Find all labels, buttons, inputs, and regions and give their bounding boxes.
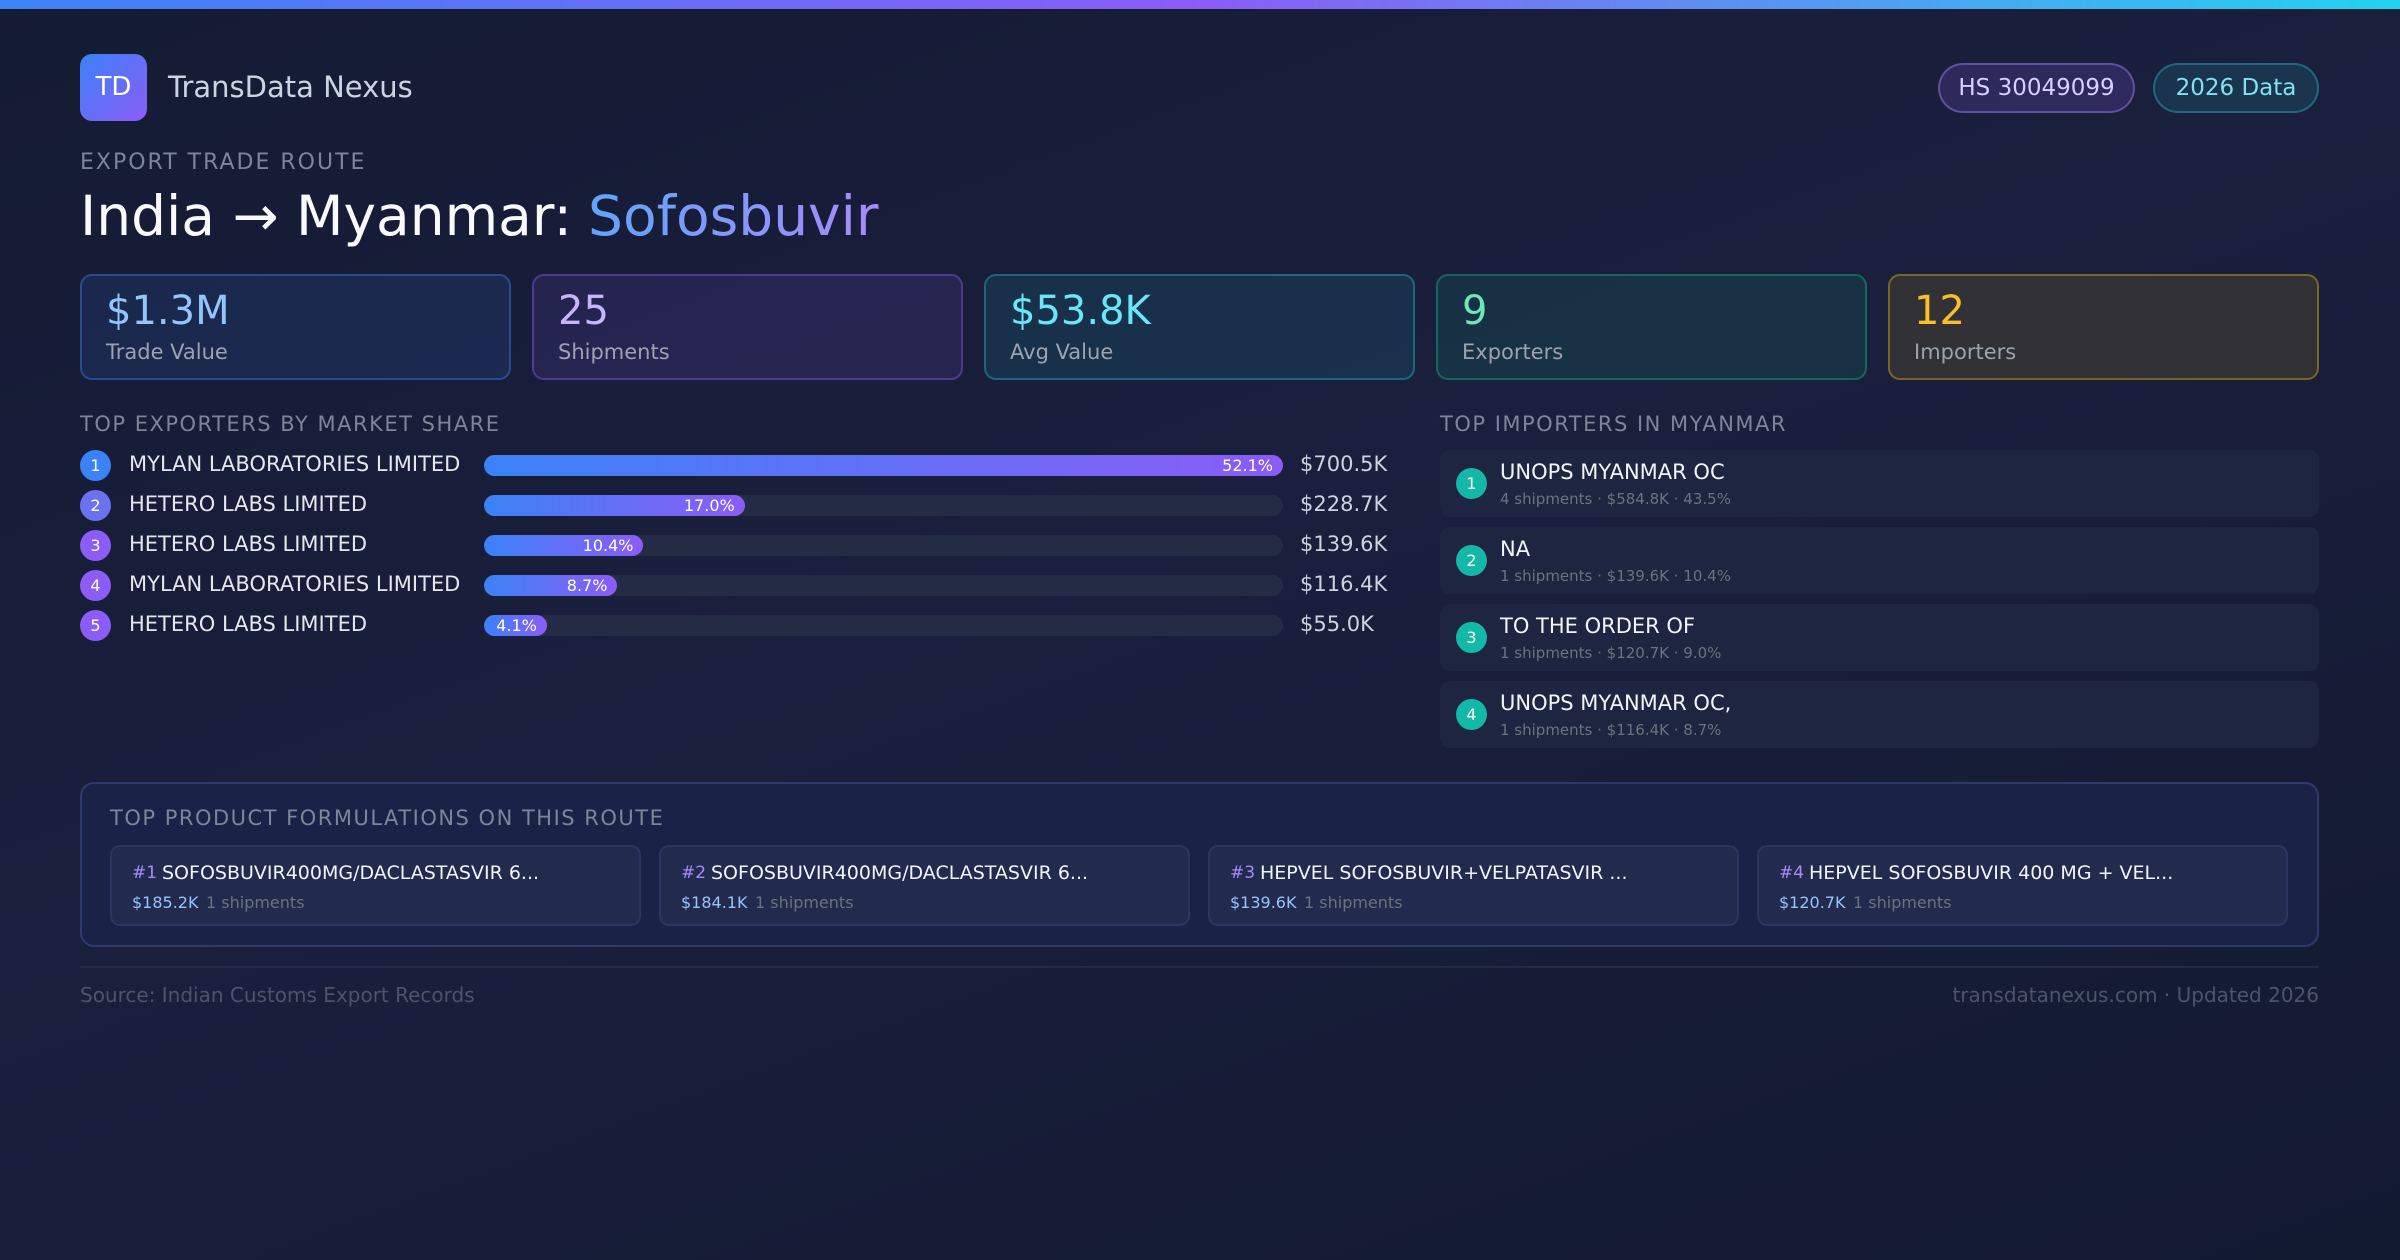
product-shipments: 1 shipments [755, 893, 854, 912]
stat-value: $1.3M [106, 288, 230, 334]
badge: 2026 Data [2153, 63, 2319, 113]
bar: 52.1% [484, 455, 1283, 476]
exporter-value: $116.4K [1300, 572, 1388, 596]
rank-badge: 3 [1456, 622, 1487, 653]
product-value: $184.1K [681, 893, 748, 912]
title: India → Myanmar: Sofosbuvir [80, 184, 879, 248]
product-shipments: 1 shipments [1304, 893, 1403, 912]
importer-name: TO THE ORDER OF [1500, 614, 1696, 638]
importer-name: NA [1500, 537, 1531, 561]
product-name: SOFOSBUVIR400MG/DACLASTASVIR 6... [711, 862, 1089, 884]
bar: 4.1% [484, 615, 547, 636]
product-value: $185.2K [132, 893, 199, 912]
rank-badge: 2 [80, 490, 111, 521]
product-card: #4 HEPVEL SOFOSBUVIR 400 MG + VEL... $120.… [1757, 845, 2288, 926]
exporter-name: MYLAN LABORATORIES LIMITED [129, 452, 461, 476]
product-name: HEPVEL SOFOSBUVIR+VELPATASVIR ... [1260, 862, 1628, 884]
stat-card: 25 Shipments [532, 274, 963, 380]
stat-card: 9 Exporters [1436, 274, 1867, 380]
stat-value: 12 [1914, 288, 1965, 334]
brand: TransData Nexus [168, 70, 413, 104]
importer-detail: 1 shipments · $116.4K · 8.7% [1500, 721, 1722, 739]
bar-track [484, 575, 1283, 596]
rank-badge: 1 [1456, 468, 1487, 499]
exporter-value: $55.0K [1300, 612, 1374, 636]
stat-label: Exporters [1462, 340, 1564, 364]
bar-label: 8.7% [566, 576, 608, 595]
product-name: HEPVEL SOFOSBUVIR 400 MG + VEL... [1809, 862, 2174, 884]
product-shipments: 1 shipments [1853, 893, 1952, 912]
importer-name: UNOPS MYANMAR OC, [1500, 691, 1732, 715]
product-rank: #2 [681, 863, 707, 883]
product-name: SOFOSBUVIR400MG/DACLASTASVIR 6... [162, 862, 540, 884]
importer-detail: 1 shipments · $139.6K · 10.4% [1500, 567, 1731, 585]
divider [80, 966, 2319, 968]
stat-label: Importers [1914, 340, 2017, 364]
stat-value: 25 [558, 288, 609, 334]
exporter-value: $228.7K [1300, 492, 1388, 516]
importer-detail: 1 shipments · $120.7K · 9.0% [1500, 644, 1722, 662]
product-shipments: 1 shipments [206, 893, 305, 912]
bar: 10.4% [484, 535, 644, 556]
product-rank: #1 [132, 863, 158, 883]
bar-track [484, 535, 1283, 556]
exporter-name: HETERO LABS LIMITED [129, 532, 368, 556]
rank-badge: 4 [80, 570, 111, 601]
stat-label: Shipments [558, 340, 670, 364]
bar-label: 17.0% [683, 496, 735, 515]
importer-card: 3 TO THE ORDER OF 1 shipments · $120.7K · … [1440, 604, 2319, 671]
products-panel: TOP PRODUCT FORMULATIONS ON THIS ROUTE #1… [80, 782, 2319, 947]
importer-card: 1 UNOPS MYANMAR OC 4 shipments · $584.8K ·… [1440, 450, 2319, 517]
badge: HS 30049099 [1938, 63, 2135, 113]
stat-card: $53.8K Avg Value [984, 274, 1415, 380]
section-title: TOP PRODUCT FORMULATIONS ON THIS ROUTE [110, 806, 665, 830]
exporter-name: HETERO LABS LIMITED [129, 612, 368, 636]
bar-track [484, 615, 1283, 636]
title-highlight: Sofosbuvir [588, 184, 879, 248]
exporter-name: HETERO LABS LIMITED [129, 492, 368, 516]
exporter-name: MYLAN LABORATORIES LIMITED [129, 572, 461, 596]
bar: 17.0% [484, 495, 745, 516]
product-card: #3 HEPVEL SOFOSBUVIR+VELPATASVIR ... $139.… [1208, 845, 1739, 926]
section-title: TOP IMPORTERS IN MYANMAR [1440, 412, 1788, 436]
importer-card: 4 UNOPS MYANMAR OC, 1 shipments · $116.4K … [1440, 681, 2319, 748]
stat-value: $53.8K [1010, 288, 1151, 334]
bar-label: 4.1% [496, 616, 537, 635]
product-value: $120.7K [1779, 893, 1846, 912]
exporter-value: $139.6K [1300, 532, 1388, 556]
bar-label: 52.1% [1222, 456, 1273, 475]
stat-card: 12 Importers [1888, 274, 2319, 380]
stat-label: Avg Value [1010, 340, 1114, 364]
importer-card: 2 NA 1 shipments · $139.6K · 10.4% [1440, 527, 2319, 594]
stat-value: 9 [1462, 288, 1488, 334]
stat-label: Trade Value [106, 340, 228, 364]
section-title: TOP EXPORTERS BY MARKET SHARE [80, 412, 501, 436]
eyebrow: EXPORT TRADE ROUTE [80, 150, 367, 175]
bar-label: 10.4% [582, 536, 634, 555]
product-card: #2 SOFOSBUVIR400MG/DACLASTASVIR 6... $184.… [659, 845, 1190, 926]
product-rank: #3 [1230, 863, 1256, 883]
bar: 8.7% [484, 575, 618, 596]
rank-badge: 3 [80, 530, 111, 561]
exporter-value: $700.5K [1300, 452, 1388, 476]
importer-detail: 4 shipments · $584.8K · 43.5% [1500, 490, 1731, 508]
stat-card: $1.3M Trade Value [80, 274, 511, 380]
importer-name: UNOPS MYANMAR OC [1500, 460, 1725, 484]
title-prefix: India → Myanmar: [80, 184, 573, 248]
rank-badge: 4 [1456, 699, 1487, 730]
product-card: #1 SOFOSBUVIR400MG/DACLASTASVIR 6... $185.… [110, 845, 641, 926]
product-rank: #4 [1779, 863, 1805, 883]
logo: TD [80, 54, 147, 121]
footer-source: Source: Indian Customs Export Records [80, 983, 475, 1007]
top-accent [0, 0, 2400, 9]
rank-badge: 1 [80, 450, 111, 481]
footer-site: transdatanexus.com · Updated 2026 [1952, 983, 2319, 1007]
rank-badge: 5 [80, 610, 111, 641]
rank-badge: 2 [1456, 545, 1487, 576]
product-value: $139.6K [1230, 893, 1297, 912]
